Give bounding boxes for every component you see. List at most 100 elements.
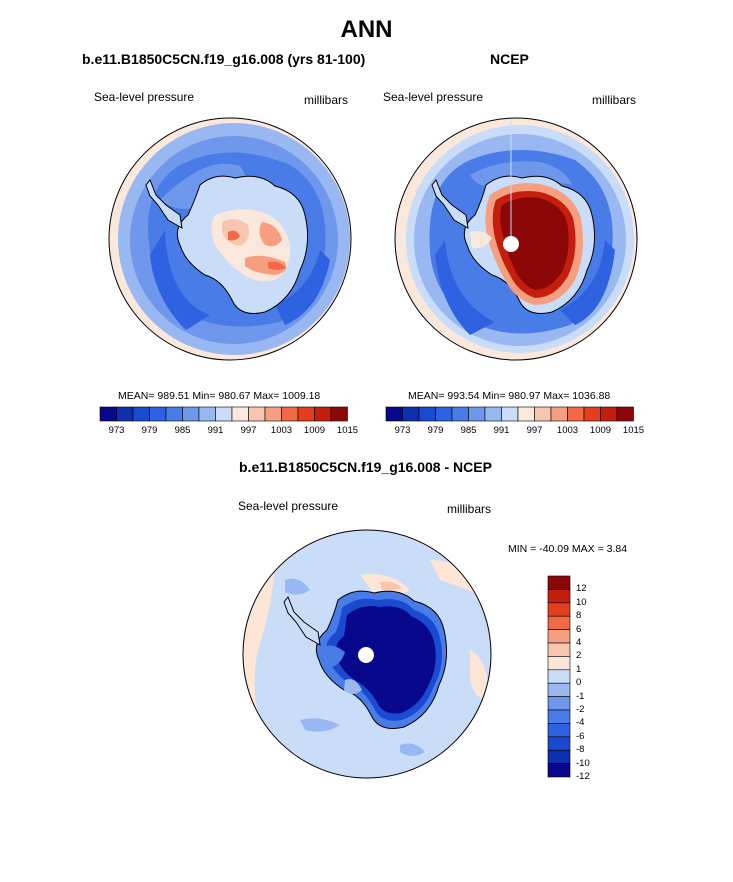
colorbar-cell <box>248 406 266 422</box>
colorbar-tick-label: 4 <box>576 637 582 648</box>
colorbar-cell <box>264 406 282 422</box>
colorbar-cell <box>517 406 535 422</box>
panel3-stats: MIN = -40.09 MAX = 3.84 <box>508 543 628 555</box>
panel2-units-label: millibars <box>592 93 637 107</box>
colorbar-cell <box>547 696 571 711</box>
colorbar-tick-label: -4 <box>576 717 585 729</box>
panel2-stats: MEAN= 993.54 Min= 980.97 Max= 1036.88 <box>408 390 611 402</box>
colorbar-cell <box>451 406 469 422</box>
colorbar-cell <box>550 406 568 422</box>
colorbar-cell <box>330 406 348 422</box>
colorbar-cell <box>616 406 634 422</box>
colorbar-tick-label: 991 <box>207 425 224 436</box>
colorbar-cell <box>583 406 601 422</box>
colorbar-cell <box>182 406 200 422</box>
colorbar-tick-label: 1003 <box>556 425 579 436</box>
colorbar-cell <box>547 602 571 617</box>
colorbar-cell <box>198 406 216 422</box>
colorbar-tick-label: -6 <box>576 730 585 742</box>
colorbar-cell <box>501 406 519 422</box>
colorbar-tick-label: 0 <box>576 677 582 689</box>
panel2-map <box>395 118 637 360</box>
colorbar-cell <box>231 406 249 422</box>
colorbar-tick-label: 985 <box>174 425 191 436</box>
colorbar-tick-label: 2 <box>576 650 582 662</box>
colorbar-cell <box>281 406 299 422</box>
colorbar-cell <box>99 406 117 422</box>
colorbar-cell <box>547 749 571 764</box>
panel3-pole-mask <box>358 647 374 663</box>
colorbar-cell <box>547 763 571 778</box>
colorbar-cell <box>547 589 571 604</box>
colorbar-tick-label: 12 <box>576 583 587 595</box>
colorbar-cell <box>165 406 183 422</box>
colorbar-tick-label: 997 <box>526 425 543 436</box>
panel2-colorbar <box>385 406 634 422</box>
panel1-stats: MEAN= 989.51 Min= 980.67 Max= 1009.18 <box>118 390 321 402</box>
colorbar-cell <box>547 709 571 724</box>
colorbar-cell <box>435 406 453 422</box>
colorbar-cell <box>547 682 571 697</box>
panel3-units-label: millibars <box>447 502 492 516</box>
colorbar-cell <box>534 406 552 422</box>
panel2-variable-label: Sea-level pressure <box>383 90 484 104</box>
colorbar-tick-label: 10 <box>576 596 587 608</box>
colorbar-cell <box>547 656 571 671</box>
colorbar-cell <box>547 642 571 657</box>
colorbar-cell <box>547 615 571 630</box>
panel3-colorbar <box>547 575 571 778</box>
panel1-border <box>108 117 352 361</box>
colorbar-tick-label: 997 <box>240 425 257 436</box>
panel1-low-sw <box>150 230 210 330</box>
colorbar-tick-label: 973 <box>108 425 125 436</box>
colorbar-cell <box>385 406 403 422</box>
colorbar-cell <box>547 736 571 751</box>
colorbar-cell <box>547 723 571 738</box>
panel1-map <box>109 118 351 360</box>
colorbar-tick-label: 979 <box>427 425 444 436</box>
colorbar-cell <box>418 406 436 422</box>
panel3-variable-label: Sea-level pressure <box>238 499 339 513</box>
panel3-border <box>242 529 492 779</box>
colorbar-tick-label: 1015 <box>622 425 645 436</box>
colorbar-tick-label: -8 <box>576 744 585 756</box>
colorbar-tick-label: 973 <box>394 425 411 436</box>
colorbar-tick-label: -1 <box>576 690 585 702</box>
colorbar-cell <box>600 406 618 422</box>
panel2-pole-mask <box>503 236 519 252</box>
colorbar-tick-label: 1009 <box>303 425 326 436</box>
colorbar-cell <box>314 406 332 422</box>
panel3-title: b.e11.B1850C5CN.f19_g16.008 - NCEP <box>239 459 492 475</box>
colorbar-cell <box>297 406 315 422</box>
colorbar-cell <box>468 406 486 422</box>
colorbar-tick-label: 979 <box>141 425 158 436</box>
panel1-colorbar <box>99 406 348 422</box>
colorbar-tick-label: -2 <box>576 704 585 715</box>
panel1-title: b.e11.B1850C5CN.f19_g16.008 (yrs 81-100) <box>82 51 366 67</box>
colorbar-cell <box>215 406 233 422</box>
colorbar-tick-label: -12 <box>576 771 590 782</box>
panel1-units-label: millibars <box>304 93 349 107</box>
colorbar-tick-label: 985 <box>460 425 477 436</box>
colorbar-cell <box>402 406 420 422</box>
panel2-border <box>394 117 638 361</box>
colorbar-cell <box>116 406 134 422</box>
colorbar-cell <box>149 406 167 422</box>
colorbar-tick-label: 6 <box>576 623 582 635</box>
colorbar-cell <box>132 406 150 422</box>
colorbar-tick-label: 1 <box>576 663 582 675</box>
panel2-title: NCEP <box>490 51 529 67</box>
colorbar-tick-label: 991 <box>493 425 510 436</box>
colorbar-cell <box>484 406 502 422</box>
colorbar-tick-label: 1003 <box>270 425 293 436</box>
colorbar-cell <box>547 669 571 684</box>
colorbar-tick-label: 1015 <box>336 425 359 436</box>
colorbar-tick-label: 1009 <box>589 425 612 436</box>
panel3-map <box>243 530 491 778</box>
colorbar-cell <box>547 629 571 644</box>
figure-title: ANN <box>340 16 393 43</box>
colorbar-tick-label: 8 <box>576 610 582 622</box>
panel1-variable-label: Sea-level pressure <box>94 90 195 104</box>
colorbar-cell <box>547 575 571 590</box>
